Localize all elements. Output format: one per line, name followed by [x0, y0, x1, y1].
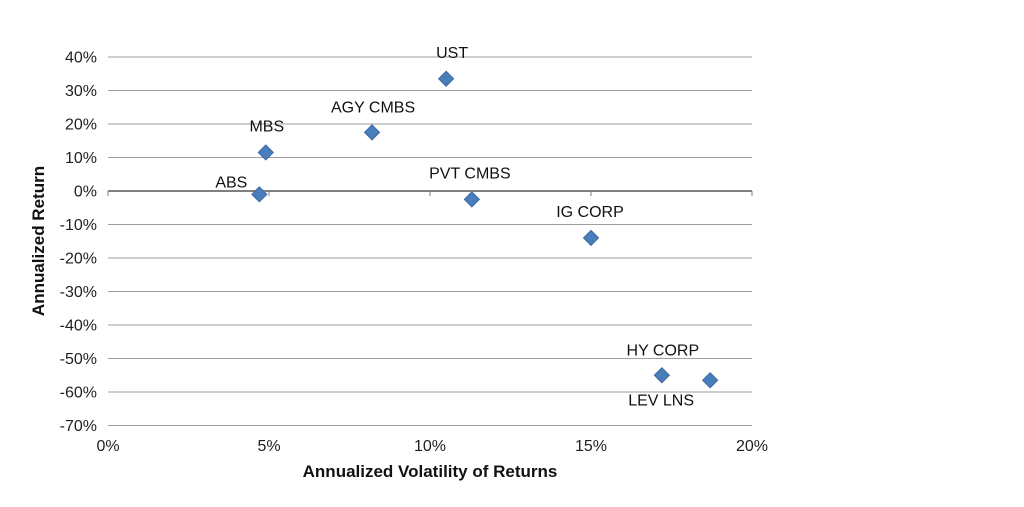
y-tick-label: -70% [60, 418, 97, 435]
data-point-label-ig-corp: IG CORP [556, 204, 624, 221]
data-point-label-hy-corp: HY CORP [627, 342, 700, 359]
data-point-label-pvt-cmbs: PVT CMBS [429, 165, 511, 182]
data-point-marker-abs [251, 186, 268, 203]
y-tick-label: -20% [60, 251, 97, 268]
y-tick-label: -60% [60, 385, 97, 402]
data-point-label-abs: ABS [215, 174, 247, 191]
data-point-label-mbs: MBS [249, 118, 284, 135]
x-tick-label: 20% [736, 438, 768, 455]
x-tick-label: 0% [96, 438, 119, 455]
y-tick-label: 40% [65, 50, 97, 67]
data-point-marker-mbs [257, 144, 274, 161]
data-point-marker-hy-corp [653, 367, 671, 384]
data-point-marker-ust [437, 70, 455, 87]
y-axis-title: Annualized Return [29, 165, 48, 317]
x-tick-label: 5% [257, 438, 280, 455]
data-point-marker-ig-corp [582, 229, 600, 247]
data-point-label-lev-lns: LEV LNS [628, 392, 694, 409]
y-tick-label: 30% [65, 83, 97, 100]
y-tick-label: 10% [65, 150, 97, 167]
data-point-label-ust: UST [436, 45, 468, 62]
data-point-marker-pvt-cmbs [463, 191, 481, 208]
y-tick-label: -50% [60, 351, 97, 368]
x-tick-label: 15% [575, 438, 607, 455]
y-tick-label: -30% [60, 284, 97, 301]
x-tick-label: 10% [414, 438, 446, 455]
data-point-marker-lev-lns [701, 372, 719, 389]
data-point-marker-agy-cmbs [363, 124, 381, 141]
data-point-label-agy-cmbs: AGY CMBS [331, 99, 415, 116]
y-tick-label: -40% [60, 318, 97, 335]
x-axis-title: Annualized Volatility of Returns [302, 462, 558, 481]
y-tick-label: 0% [74, 184, 97, 201]
y-tick-label: -10% [60, 217, 97, 234]
y-tick-label: 20% [65, 117, 97, 134]
